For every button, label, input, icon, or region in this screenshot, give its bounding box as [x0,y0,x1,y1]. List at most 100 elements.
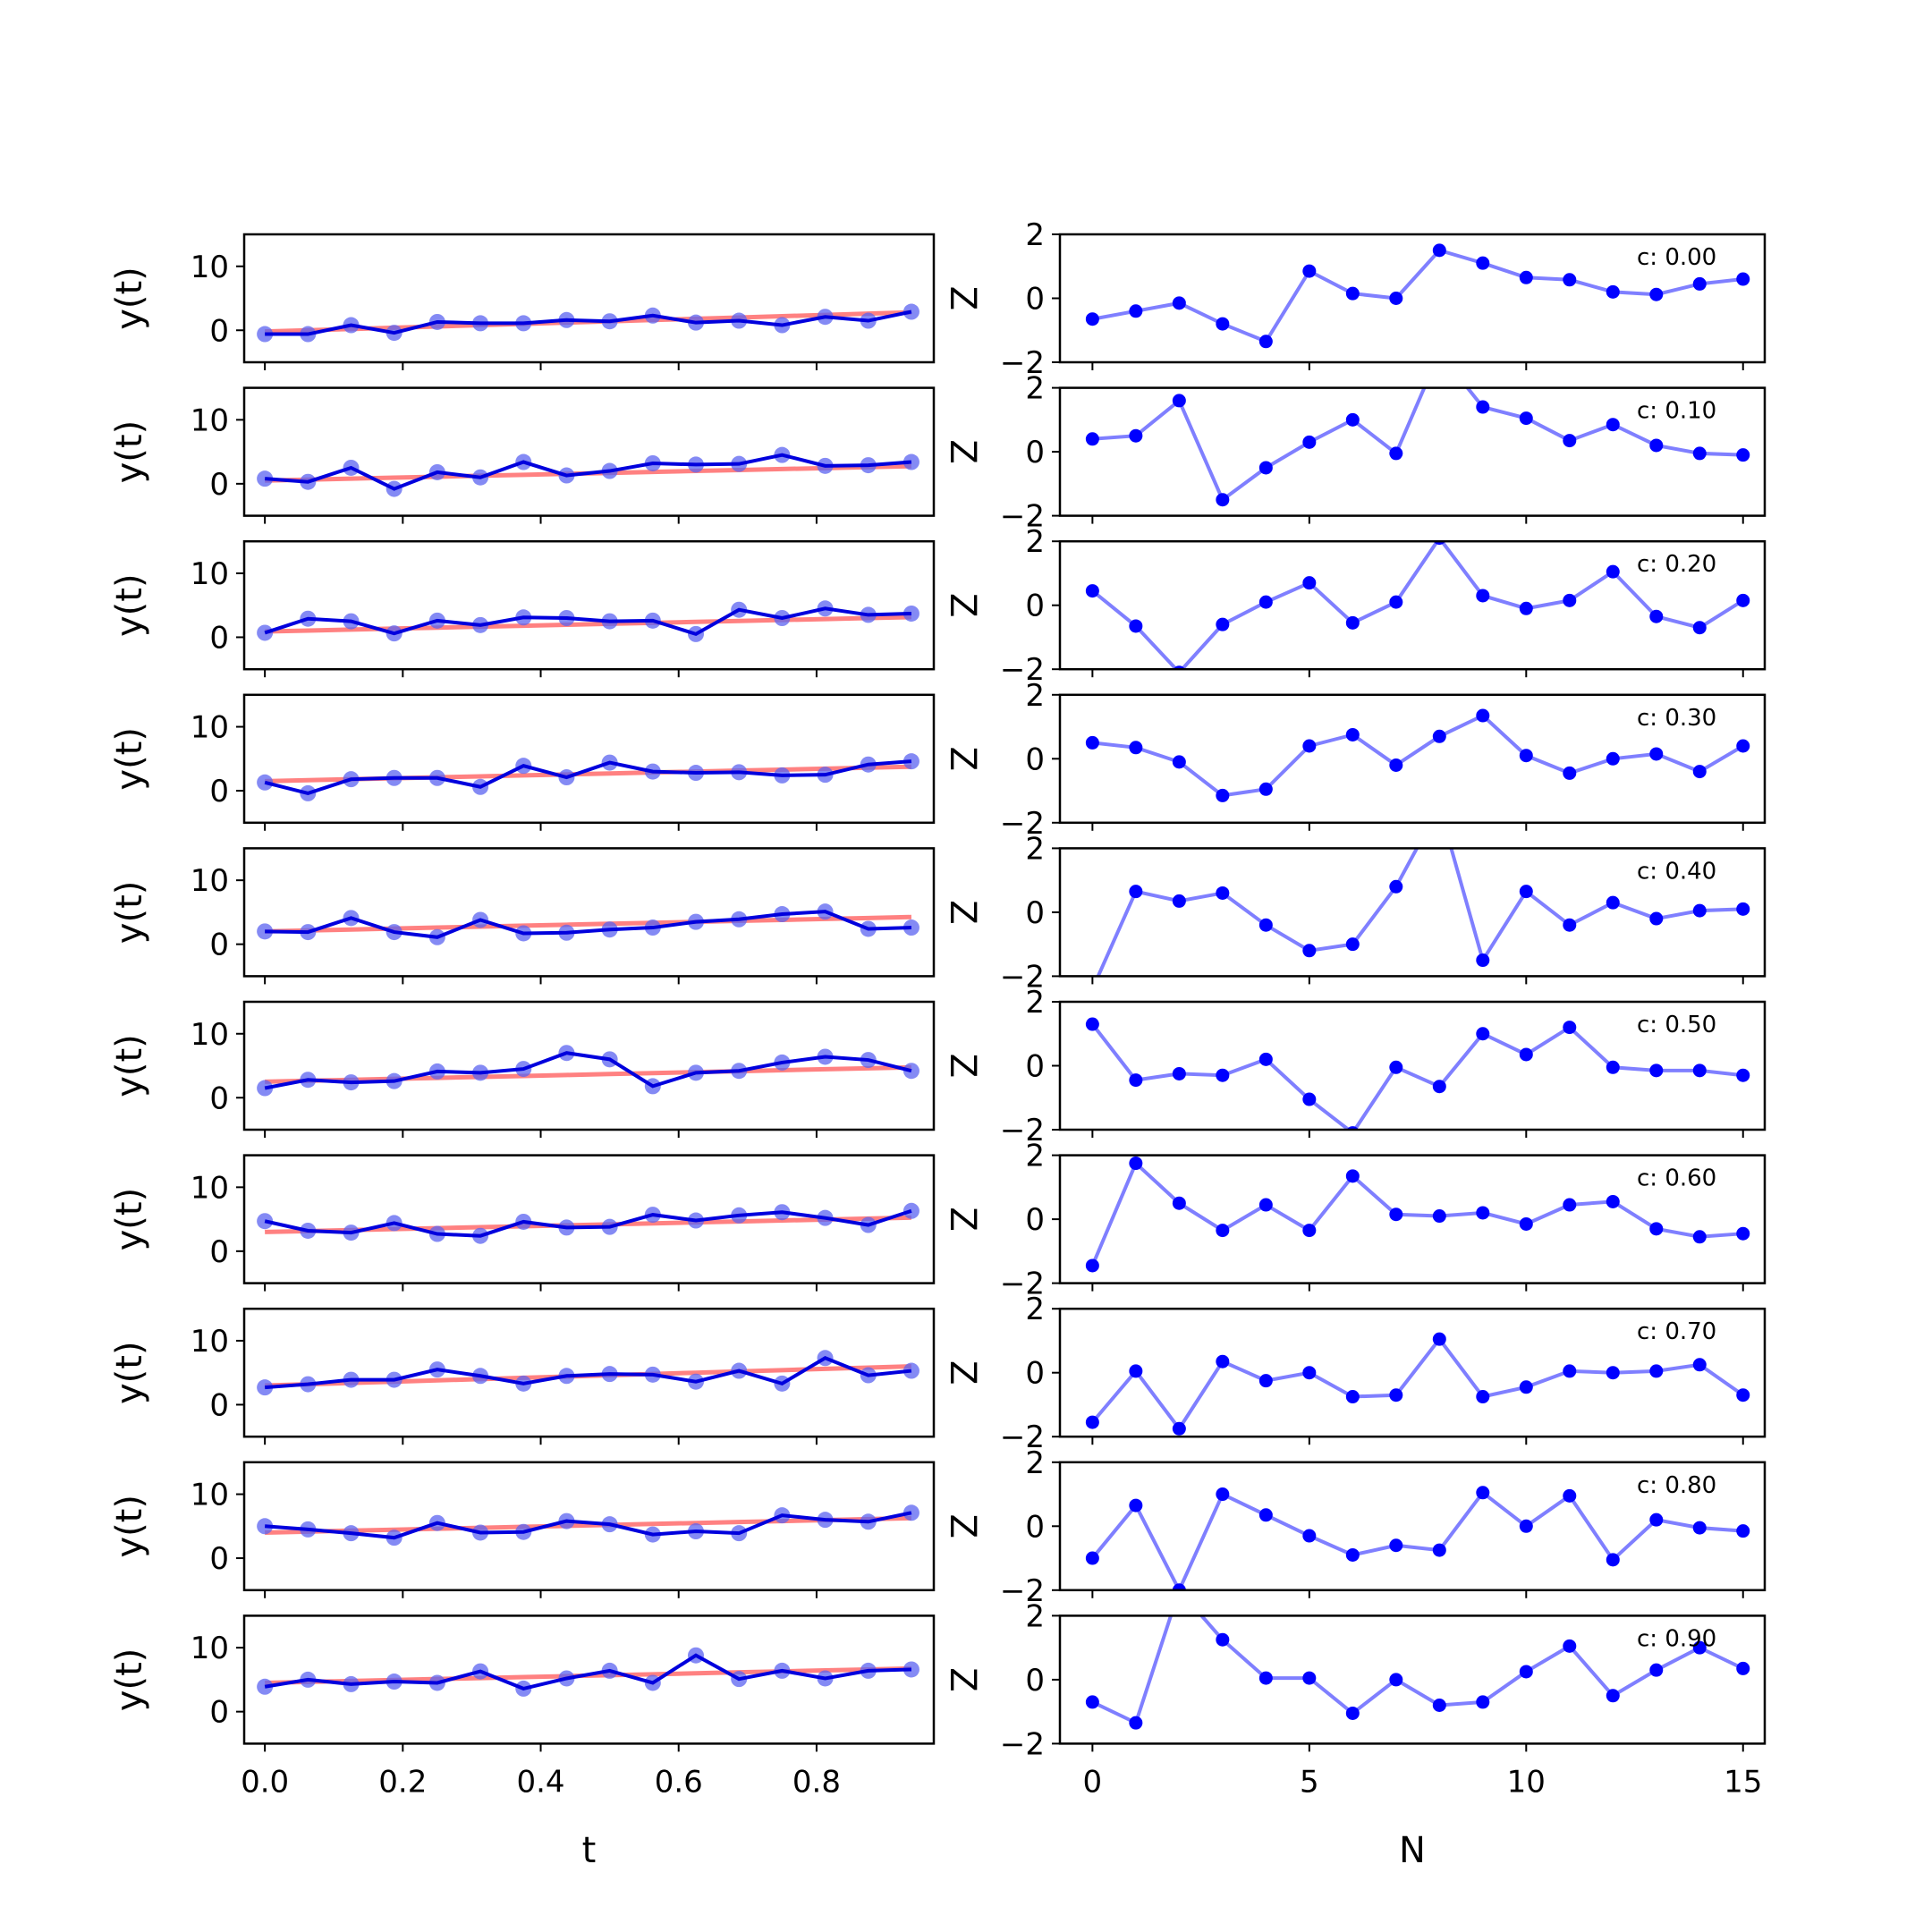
noise-point [1302,1671,1317,1685]
noise-point [1563,766,1577,780]
noise-point [1345,615,1360,630]
panel-c-label: c: 0.80 [1637,1472,1716,1499]
left-panel-frame [242,1000,936,1131]
trend-line [265,1064,911,1084]
x-tick-label: 15 [1724,1764,1762,1800]
noise-point [1519,1665,1533,1679]
noise-point [1649,1222,1664,1236]
x-tick-label: 0.0 [241,1764,289,1800]
noise-point [1302,264,1317,278]
noise-point [1129,741,1143,755]
x-tick-label: 10 [1507,1764,1546,1800]
observation-line [264,1051,912,1090]
noise-line [1090,1489,1743,1590]
noise-point [1476,708,1490,723]
noise-point [1085,584,1099,598]
right-plot-area [1085,243,1750,349]
noise-point [1692,1358,1707,1372]
noise-point [1563,1198,1577,1212]
noise-point [1216,1068,1230,1082]
noise-point [1432,243,1446,258]
noise-point [1519,885,1533,899]
z-axis-label: Z [942,593,983,617]
noise-point [1606,284,1620,299]
noise-point [1129,885,1143,899]
right-panel-1: −2 0 2 c: 0.10 Z [942,371,1767,535]
panel-c-label: c: 0.40 [1637,858,1716,885]
left-panel-frame [242,386,936,517]
y-tick-label: 2 [1025,1139,1045,1174]
noise-point [1736,448,1750,462]
noise-point [1258,595,1273,609]
right-plot-area [1085,541,1750,670]
y-axis-label: y(t) [109,267,150,330]
right-plot-area [1085,1486,1750,1590]
noise-point [1129,619,1143,633]
noise-point [1129,1716,1143,1730]
noise-point [1258,1198,1273,1212]
noise-point [1476,1390,1490,1404]
y-axis-label: y(t) [109,727,150,791]
noise-point [1606,895,1620,910]
noise-point [1736,1068,1750,1082]
noise-point [1345,286,1360,301]
noise-point [1692,621,1707,635]
noise-point [1173,665,1185,670]
noise-point [1302,576,1317,590]
y-tick-label: 0 [1025,1049,1045,1085]
noise-point [1085,1551,1099,1565]
noise-point [1085,1695,1099,1709]
z-axis-label: Z [942,1667,983,1691]
y-axis-label: y(t) [109,420,150,484]
y-tick-label: 10 [191,710,229,746]
right-plot-area [1085,1332,1750,1436]
x-tick-label: 0.8 [792,1764,841,1800]
panel-c-label: c: 0.10 [1637,398,1716,425]
noise-point [1172,894,1186,908]
left-plot-area [257,1647,919,1697]
right-panel-3: −2 0 2 c: 0.30 Z [942,678,1767,842]
y-tick-label: 0 [1025,741,1045,777]
y-axis-label: y(t) [109,1495,150,1558]
y-tick-label: 2 [1025,1292,1045,1327]
noise-point [1345,937,1360,952]
noise-point [1345,412,1360,427]
left-panel-frame [242,1614,936,1745]
left-plot-area [257,903,919,945]
observation-line [264,453,912,491]
noise-point [1432,1543,1446,1557]
noise-point [1563,273,1577,287]
left-plot-area [257,446,919,497]
noise-point [1085,1258,1099,1273]
noise-point [1649,1663,1664,1677]
y-tick-label: 0 [209,313,229,349]
noise-point [1692,1640,1707,1655]
noise-point [1172,1421,1186,1436]
noise-point [1606,1366,1620,1380]
right-panel-7: −2 0 2 c: 0.70 Z [942,1292,1767,1455]
noise-point [1302,1092,1317,1106]
panel-c-label: c: 0.60 [1637,1165,1716,1192]
panel-c-label: c: 0.20 [1637,551,1716,578]
noise-point [1258,1508,1273,1522]
noise-point [1736,272,1750,286]
noise-point [1476,953,1490,968]
y-tick-label: 0 [1025,1202,1045,1238]
y-tick-label: 0 [1025,282,1045,318]
left-plot-area [257,1045,919,1097]
noise-point [1258,918,1273,932]
right-panel-4: −2 0 2 c: 0.40 Z [942,831,1767,995]
noise-point [1432,1332,1446,1346]
noise-point [1476,1695,1490,1709]
noise-point [1172,296,1186,310]
noise-point [1692,276,1707,291]
noise-point [1345,1547,1360,1562]
left-panel-0: 0 10 y(t) [109,233,936,370]
right-panel-6: −2 0 2 c: 0.60 Z [942,1139,1767,1302]
noise-point [1432,729,1446,743]
y-tick-label: 10 [191,1170,229,1206]
noise-point [1172,394,1186,408]
noise-point [1649,747,1664,761]
right-plot-area [1096,848,1750,977]
